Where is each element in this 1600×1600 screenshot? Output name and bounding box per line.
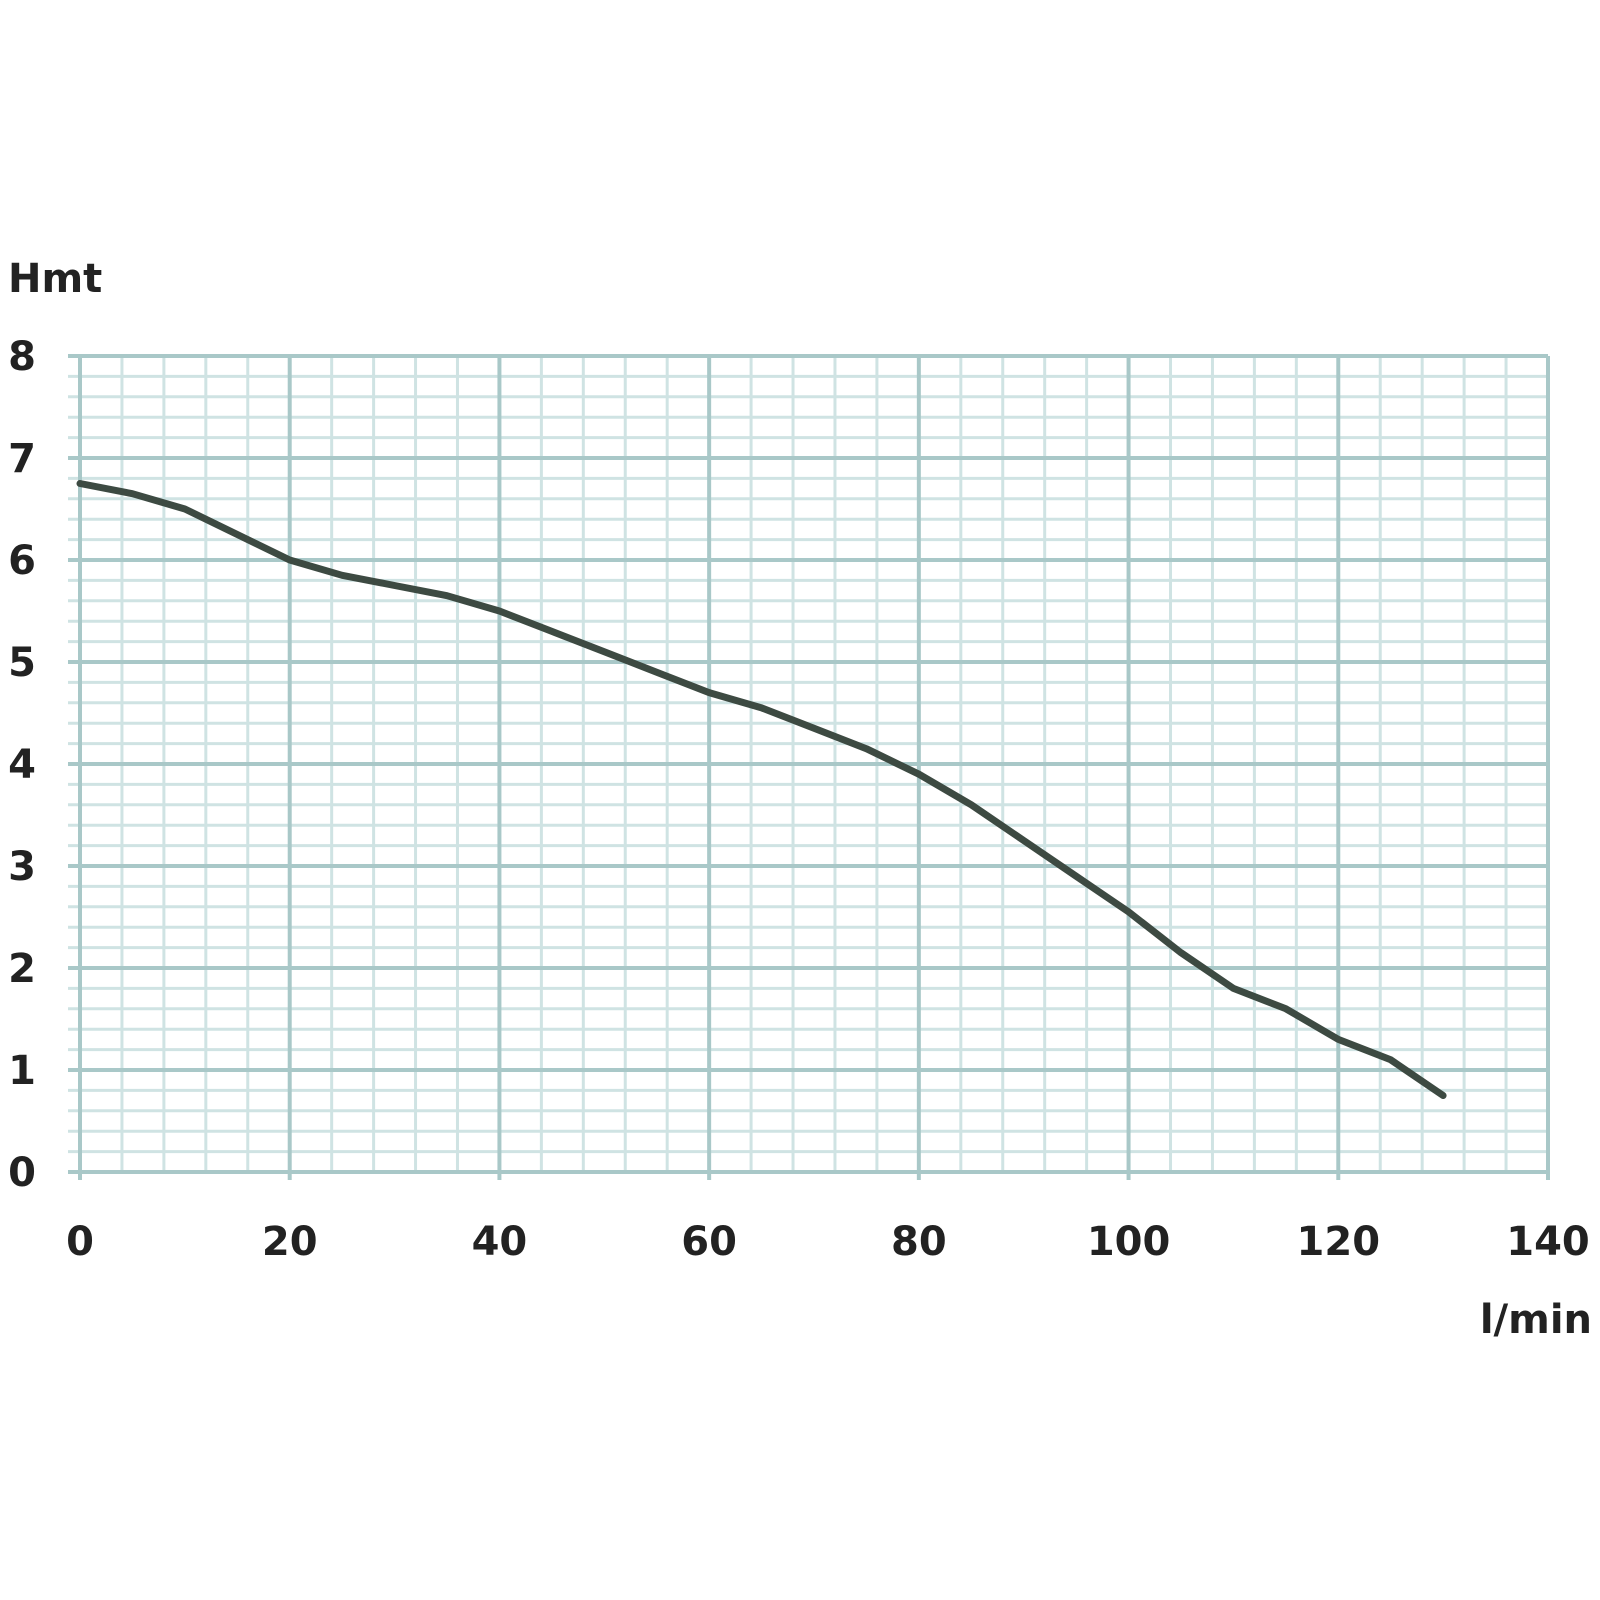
y-tick-label: 6 (8, 538, 36, 584)
y-tick-label: 1 (8, 1048, 36, 1094)
series-line (76, 480, 1447, 1099)
y-tick-labels: 0 1 2 3 4 5 6 7 8 (8, 334, 36, 1196)
x-axis-label: l/min (1480, 1297, 1592, 1343)
x-tick-label: 20 (262, 1219, 318, 1265)
y-tick-label: 7 (8, 436, 36, 482)
x-tick-labels: 0 20 40 60 80 100 120 140 (66, 1219, 1590, 1265)
x-tick-label: 120 (1297, 1219, 1381, 1265)
x-tick-label: 140 (1506, 1219, 1590, 1265)
major-grid (68, 354, 1550, 1180)
y-tick-label: 0 (8, 1150, 36, 1196)
y-tick-label: 2 (8, 946, 36, 992)
y-tick-label: 5 (8, 640, 36, 686)
y-tick-label: 3 (8, 844, 36, 890)
y-tick-label: 8 (8, 334, 36, 380)
series-layer (76, 480, 1447, 1099)
x-tick-label: 100 (1087, 1219, 1171, 1265)
x-tick-label: 60 (681, 1219, 737, 1265)
y-axis-label: Hmt (8, 256, 102, 302)
x-tick-label: 80 (891, 1219, 947, 1265)
y-tick-label: 4 (8, 742, 36, 788)
x-tick-label: 0 (66, 1219, 94, 1265)
x-tick-label: 40 (472, 1219, 528, 1265)
